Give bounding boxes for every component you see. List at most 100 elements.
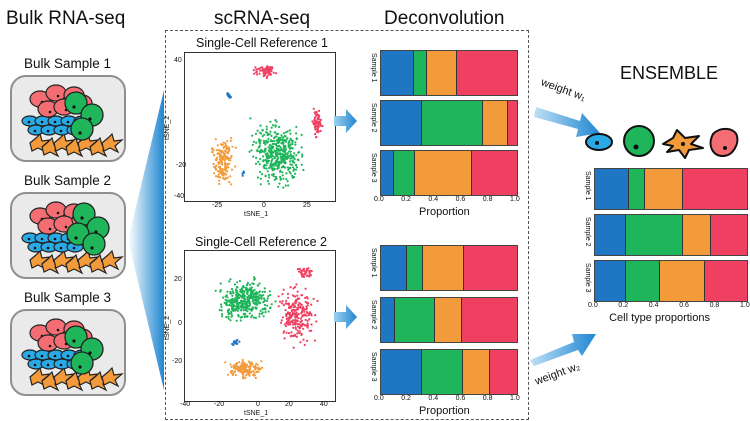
- x-tick-label: 0.8: [482, 196, 493, 203]
- scatter-point: [316, 127, 319, 130]
- scatter-point: [271, 169, 274, 172]
- scatter-point: [218, 176, 221, 179]
- scatter-point: [271, 151, 274, 154]
- scatter-point: [269, 73, 272, 76]
- scatter-point: [306, 319, 309, 322]
- scatter-point: [273, 157, 276, 160]
- scatter-point: [267, 137, 270, 140]
- scatter-point: [314, 314, 317, 317]
- tsne-1-xtick: 25: [303, 202, 311, 209]
- scatter-point: [259, 367, 262, 370]
- bar-segment: [658, 261, 705, 301]
- bar-segment: [506, 101, 517, 145]
- scatter-point: [239, 369, 242, 372]
- scatter-point: [241, 174, 244, 177]
- scatter-point: [258, 131, 262, 134]
- scatter-point: [275, 135, 278, 138]
- scatter-point: [272, 162, 275, 165]
- scatter-point: [299, 324, 302, 327]
- scatter-point: [220, 151, 223, 154]
- bar-segment: [381, 151, 393, 195]
- scatter-point: [278, 160, 281, 163]
- scatter-point: [263, 164, 266, 167]
- scatter-point: [227, 317, 230, 320]
- scatter-point: [258, 282, 261, 285]
- scatter-point: [282, 160, 285, 163]
- scatter-point: [220, 305, 223, 308]
- scatter-point: [284, 162, 287, 165]
- scatter-point: [221, 157, 224, 160]
- scatter-point: [310, 270, 313, 273]
- scatter-point: [254, 316, 258, 319]
- scatter-point: [259, 139, 262, 142]
- scatter-point: [305, 314, 308, 317]
- scatter-point: [245, 315, 248, 318]
- arrow-to-deconv-2: [334, 305, 357, 329]
- scatter-point: [316, 299, 319, 303]
- scatter-point: [268, 176, 271, 179]
- scatter-point: [290, 309, 293, 313]
- tsne-1-xtick: -25: [212, 202, 223, 209]
- scatter-point: [282, 304, 285, 307]
- scatter-point: [295, 137, 298, 140]
- scatter-point: [233, 308, 236, 311]
- scatter-point: [293, 161, 296, 164]
- scatter-point: [244, 286, 247, 290]
- scatter-point: [279, 153, 282, 156]
- scatter-point: [270, 149, 273, 153]
- x-tick-label: 0.0: [374, 196, 384, 203]
- bulk-sample-2-cells: [21, 201, 124, 275]
- scatter-point: [215, 175, 218, 178]
- scatter-point: [220, 315, 224, 318]
- scatter-point: [277, 295, 280, 298]
- bar-row: [594, 214, 748, 256]
- bar-row: [380, 50, 518, 96]
- orange-cell-shape: [101, 366, 124, 388]
- bar-row: [380, 150, 518, 196]
- x-axis-label: Proportion: [419, 405, 470, 417]
- scatter-point: [309, 312, 313, 315]
- scatter-point: [231, 306, 234, 309]
- scatter-point: [278, 182, 281, 185]
- scatter-point: [277, 141, 280, 145]
- scatter-point: [263, 133, 266, 136]
- scatter-point: [249, 117, 252, 120]
- scatter-point: [284, 302, 287, 305]
- scatter-point: [241, 315, 244, 319]
- x-tick-label: 0.2: [618, 302, 629, 309]
- scatter-point: [281, 153, 284, 156]
- scatter-point: [285, 152, 288, 155]
- scatter-point: [271, 147, 274, 150]
- scatter-point: [230, 299, 233, 302]
- scatter-point: [275, 149, 278, 152]
- scatter-point: [214, 289, 217, 292]
- scatter-point: [254, 366, 257, 369]
- scatter-point: [268, 70, 271, 73]
- tsne-plot-1: [184, 52, 336, 202]
- scatter-point: [233, 283, 236, 286]
- scatter-point: [306, 297, 309, 300]
- scatter-point: [229, 312, 233, 315]
- scatter-point: [246, 290, 249, 294]
- scatter-point: [266, 133, 269, 136]
- tsne-2-ytick: 0: [178, 320, 182, 327]
- scatter-point: [275, 72, 278, 75]
- green-cell-icon: [623, 125, 655, 157]
- scatter-point: [317, 130, 320, 134]
- tsne-2-xtick: -20: [214, 401, 225, 408]
- bar-segment: [421, 246, 463, 290]
- scatter-point: [280, 302, 283, 305]
- scatter-point: [298, 323, 301, 326]
- scatter-point: [297, 325, 300, 328]
- scatter-point: [239, 290, 242, 293]
- scatter-point: [243, 371, 246, 374]
- scatter-point: [240, 308, 243, 311]
- scatter-point: [265, 304, 269, 307]
- bar-segment: [381, 101, 421, 145]
- scatter-point: [215, 149, 218, 152]
- scatter-point: [220, 309, 223, 312]
- bar-category-label: Sample 1: [370, 248, 377, 278]
- scatter-point: [273, 167, 276, 170]
- tsne-1-ytick: -20: [176, 162, 187, 169]
- bulk-sample-2-label: Bulk Sample 2: [24, 173, 112, 188]
